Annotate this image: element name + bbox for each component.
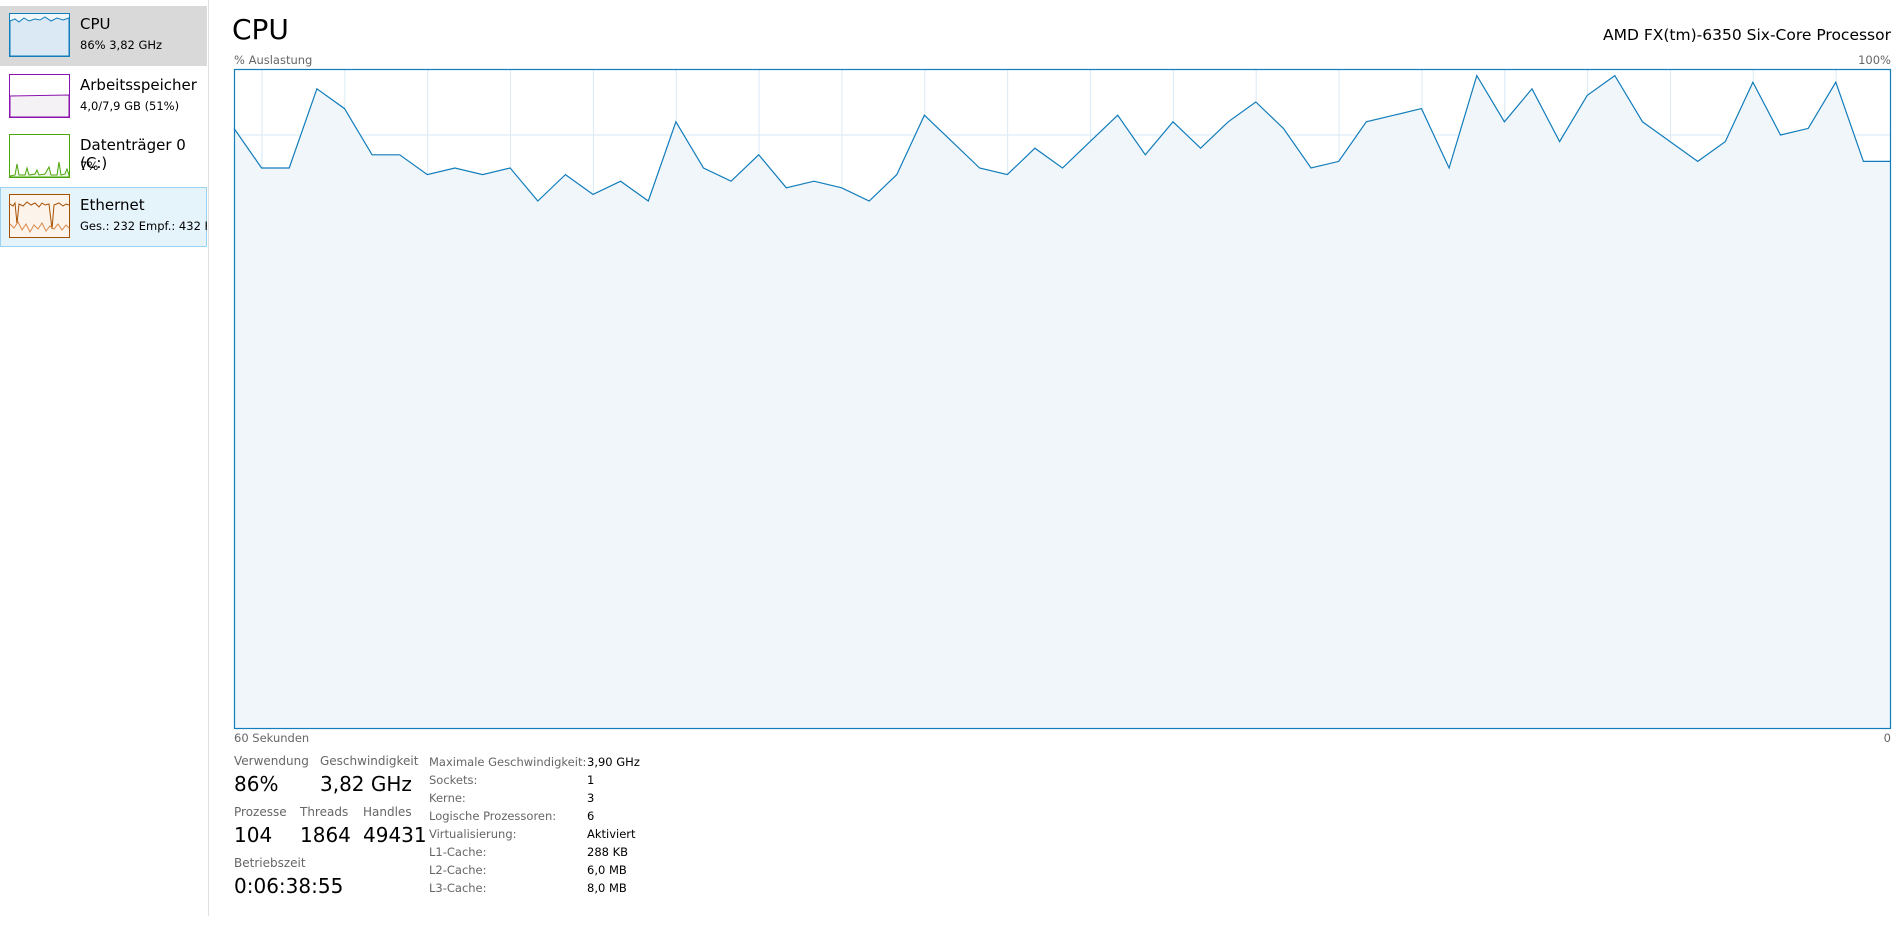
thumbnail [9,13,70,57]
cpu-graph: % Auslastung 60 Sekunden 0 100% [233,53,1892,745]
detail-label: Kerne: [429,791,466,805]
detail-label: L2-Cache: [429,863,487,877]
detail-value: 3 [587,791,595,805]
detail-value: 1 [587,773,595,787]
detail-label: L3-Cache: [429,881,487,895]
y-tick-label: 0 [1884,731,1891,745]
sidebar-item[interactable]: CPU 86% 3,82 GHz [0,6,207,66]
stat-value: 49431 [363,823,427,847]
sidebar-item[interactable]: Datenträger 0 (C:) 7% [0,127,207,187]
detail-label: Virtualisierung: [429,827,517,841]
sidebar-divider [208,0,209,916]
area [234,75,1891,730]
detail-value: 8,0 MB [587,881,627,895]
detail-value: 288 KB [587,845,629,859]
stat-label: Threads [300,805,349,819]
stat-value: 3,82 GHz [320,772,412,796]
stat-value: 104 [234,823,273,847]
y-tick-label: 100% [1858,53,1891,67]
detail-value: 6,0 MB [587,863,627,877]
page-title: CPU [232,13,289,46]
item-detail: Ges.: 232 Empf.: 432 KBi [80,219,207,233]
stat-label: Handles [363,805,412,819]
detail-value: Aktiviert [587,827,636,841]
detail-value: 3,90 GHz [587,755,640,769]
sidebar-item[interactable]: Ethernet Ges.: 232 Empf.: 432 KBi [0,187,207,247]
stat-label: Verwendung [234,754,309,768]
detail-label: L1-Cache: [429,845,487,859]
stat-value: 86% [234,772,279,796]
stat-label: Betriebszeit [234,856,306,870]
processor-name: AMD FX(tm)-6350 Six-Core Processor [1603,26,1891,44]
item-name: Datenträger 0 (C:) [80,136,186,172]
item-name: CPU [80,15,111,33]
detail-label: Sockets: [429,773,478,787]
sidebar-item[interactable]: Arbeitsspeicher 4,0/7,9 GB (51%) [0,67,207,127]
thumbnail [9,74,70,118]
y-axis-label: % Auslastung [234,53,312,67]
stat-label: Geschwindigkeit [320,754,419,768]
detail-label: Maximale Geschwindigkeit: [429,755,587,769]
item-name: Arbeitsspeicher [80,76,197,94]
line [233,74,1891,202]
stat-value: 1864 [300,823,351,847]
item-detail: 7% [80,159,99,173]
detail-value: 6 [587,809,595,823]
item-detail: 4,0/7,9 GB (51%) [80,99,180,113]
stat-label: Prozesse [234,805,287,819]
stat-value: 0:06:38:55 [234,874,344,898]
item-detail: 86% 3,82 GHz [80,38,163,52]
thumbnail [9,134,70,178]
thumbnail [9,194,70,238]
item-name: Ethernet [80,196,145,214]
x-axis-label: 60 Sekunden [234,731,309,745]
detail-label: Logische Prozessoren: [429,809,557,823]
plot-border [233,68,1892,730]
